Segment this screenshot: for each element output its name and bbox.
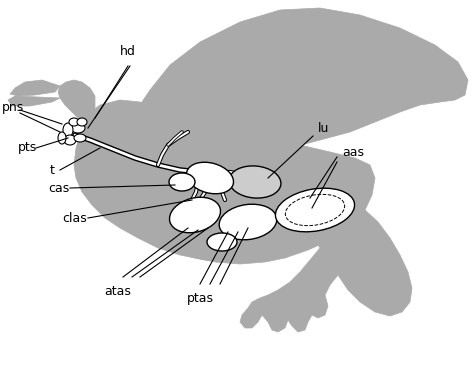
Text: pns: pns [2,101,24,115]
Polygon shape [125,8,468,168]
Ellipse shape [219,204,277,240]
Ellipse shape [207,233,237,251]
Polygon shape [108,168,365,264]
Ellipse shape [169,173,195,191]
Polygon shape [240,248,338,332]
Text: ptas: ptas [186,292,213,305]
Text: aas: aas [342,145,364,159]
Text: t: t [50,163,55,176]
Ellipse shape [69,118,79,126]
Text: hd: hd [120,45,136,58]
Polygon shape [74,100,375,262]
Text: cas: cas [48,182,69,194]
Ellipse shape [71,123,85,133]
Ellipse shape [170,197,220,233]
Ellipse shape [275,188,355,232]
Text: atas: atas [105,285,131,298]
Ellipse shape [74,134,86,142]
Polygon shape [10,80,60,96]
Text: clas: clas [62,211,87,225]
Text: pts: pts [18,141,37,154]
Ellipse shape [186,162,234,194]
Text: lu: lu [318,122,329,135]
Ellipse shape [77,118,87,126]
Ellipse shape [58,132,66,144]
Ellipse shape [63,123,73,137]
Polygon shape [58,80,95,124]
Polygon shape [8,96,60,106]
Ellipse shape [64,135,76,145]
Ellipse shape [229,166,281,198]
Polygon shape [315,210,412,316]
